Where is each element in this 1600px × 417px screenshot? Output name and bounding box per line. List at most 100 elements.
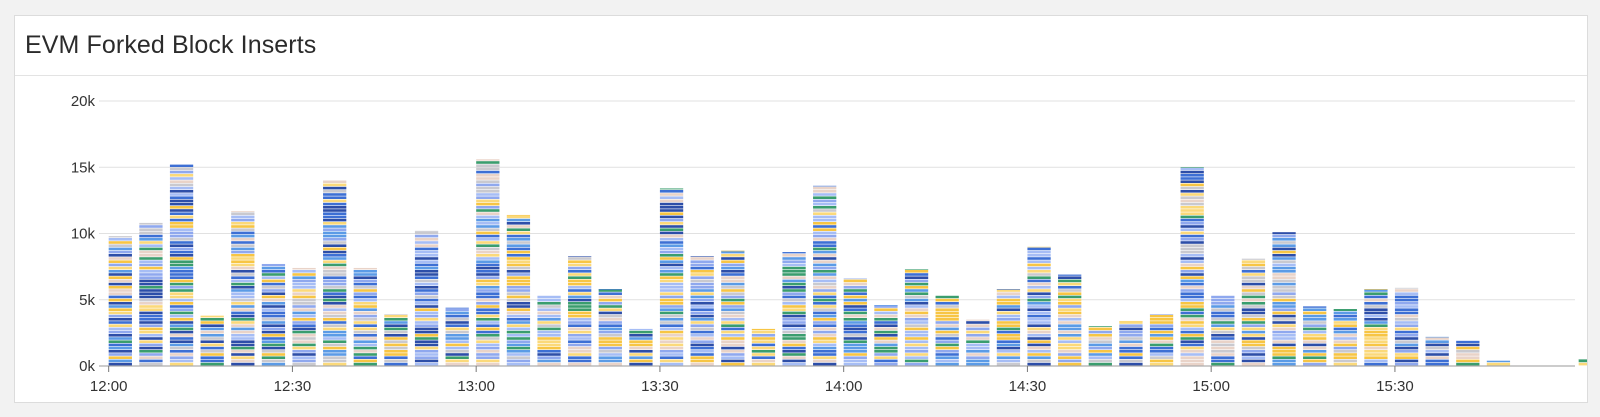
bar[interactable] — [1211, 295, 1235, 366]
bar[interactable] — [139, 222, 163, 366]
bar[interactable] — [1058, 274, 1082, 366]
bar[interactable] — [1394, 287, 1419, 366]
bar-segment — [1180, 225, 1204, 228]
bar[interactable] — [506, 214, 531, 366]
bar-segment — [1027, 276, 1051, 279]
bar[interactable] — [1149, 314, 1174, 366]
bar[interactable] — [231, 210, 255, 366]
bar[interactable] — [1027, 246, 1051, 366]
bar-segment — [384, 330, 408, 334]
bar-segment — [414, 289, 439, 292]
bar-segment — [629, 359, 653, 363]
chart-area[interactable]: 0k 5k 10k 15k 20k 12:00 12:30 13:00 13:30 14:00 1… — [15, 76, 1600, 402]
bar[interactable] — [935, 295, 959, 366]
bar[interactable] — [782, 252, 806, 366]
bar[interactable] — [353, 267, 377, 366]
bar-segment — [139, 231, 163, 235]
bar[interactable] — [414, 230, 439, 366]
widget-header: EVM Forked Block Inserts — [15, 16, 1587, 76]
bar-segment — [353, 318, 377, 321]
bar-segment — [323, 222, 347, 225]
bar[interactable] — [292, 267, 316, 366]
bar[interactable] — [384, 314, 408, 366]
bar[interactable] — [261, 263, 286, 366]
bar-segment — [659, 241, 684, 244]
bar-segment — [996, 327, 1021, 331]
bar[interactable] — [598, 289, 622, 366]
bar[interactable] — [1456, 340, 1480, 366]
bar-segment — [231, 282, 255, 286]
bar-segment — [813, 276, 837, 279]
bar[interactable] — [323, 180, 347, 366]
bar[interactable] — [1241, 258, 1266, 366]
bar-segment — [108, 330, 132, 334]
bar[interactable] — [843, 278, 867, 366]
bar-segment — [690, 282, 714, 286]
bar[interactable] — [659, 188, 684, 366]
bar[interactable] — [1425, 336, 1449, 366]
bar[interactable] — [996, 289, 1021, 366]
bar-segment — [261, 327, 286, 331]
bar-segment — [476, 186, 500, 190]
bar-segment — [323, 273, 347, 276]
bar-segment — [813, 362, 837, 366]
bar[interactable] — [751, 328, 776, 366]
bar-segment — [568, 340, 592, 343]
bar-segment — [813, 234, 837, 238]
bar-segment — [1058, 343, 1082, 347]
bar-segment — [476, 206, 500, 209]
bar[interactable] — [169, 164, 194, 366]
bar-segment — [323, 282, 347, 286]
bar-segment — [1272, 260, 1296, 263]
bar-segment — [935, 324, 959, 327]
bar-segment — [139, 257, 163, 260]
bar-segment — [231, 218, 255, 222]
bar-segment — [721, 279, 745, 283]
bar[interactable] — [874, 305, 898, 366]
bar-segment — [1027, 279, 1051, 283]
bar-segment — [1241, 302, 1266, 305]
bar[interactable] — [1333, 309, 1357, 366]
bar[interactable] — [690, 256, 714, 366]
bar[interactable] — [476, 159, 500, 366]
bar[interactable] — [904, 269, 929, 366]
bar-segment — [169, 202, 194, 206]
bar-segment — [659, 234, 684, 238]
bar-segment — [751, 340, 776, 343]
bar[interactable] — [108, 236, 132, 366]
bar[interactable] — [966, 319, 990, 366]
bar[interactable] — [721, 250, 745, 366]
bar[interactable] — [568, 256, 592, 366]
bar[interactable] — [1486, 360, 1511, 366]
bar-segment — [231, 292, 255, 295]
bar-segment — [261, 350, 286, 353]
bar-segment — [231, 238, 255, 241]
bar-segment — [108, 318, 132, 321]
bar-segment — [139, 356, 163, 359]
bar[interactable] — [1180, 167, 1204, 366]
bar[interactable] — [1303, 306, 1327, 366]
bar[interactable] — [1364, 289, 1388, 366]
bar-segment — [659, 311, 684, 315]
bar-segment — [1364, 305, 1388, 308]
bar-segment — [169, 311, 194, 315]
bar-segment — [506, 279, 531, 283]
bars[interactable] — [108, 159, 1600, 366]
bar[interactable] — [445, 307, 469, 366]
bar[interactable] — [629, 328, 653, 366]
bar-segment — [108, 321, 132, 324]
bar[interactable] — [1578, 359, 1600, 366]
bar-segment — [843, 279, 867, 283]
bar-segment — [169, 164, 194, 167]
bar-segment — [690, 311, 714, 315]
bar[interactable] — [200, 315, 224, 366]
bar-segment — [843, 295, 867, 299]
bar[interactable] — [1119, 320, 1143, 366]
bar[interactable] — [1272, 232, 1296, 366]
bar[interactable] — [1088, 326, 1112, 366]
bar[interactable] — [813, 185, 837, 366]
bar[interactable] — [537, 295, 561, 366]
bar-segment — [904, 359, 929, 363]
bar-segment — [1272, 276, 1296, 279]
